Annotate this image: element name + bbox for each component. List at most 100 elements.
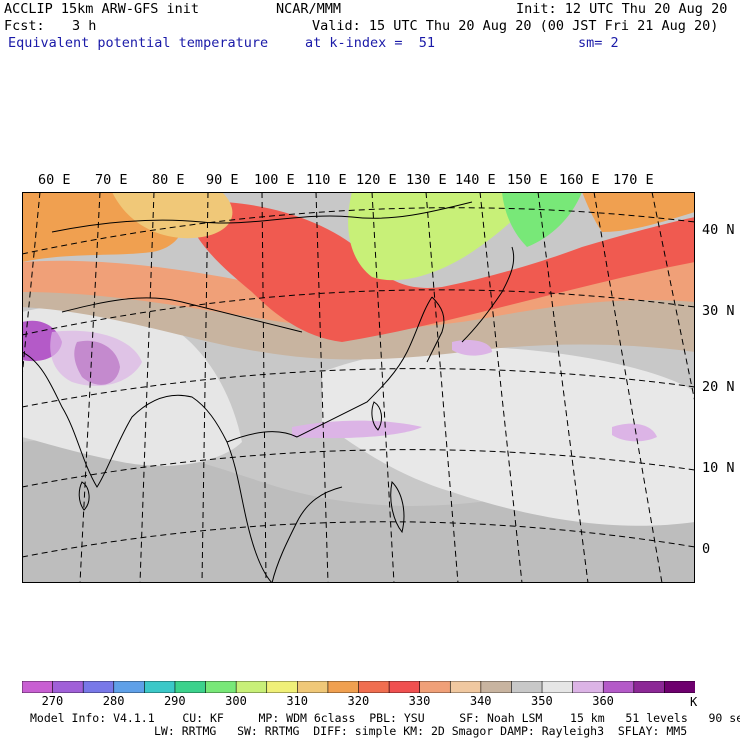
coastline-korea (426, 296, 445, 363)
meridian-150e (537, 192, 589, 583)
center-label: NCAR/MMM (276, 1, 342, 17)
border-north (51, 201, 473, 233)
region-lightgrey-pacific (322, 347, 695, 526)
region-grey-south (22, 439, 695, 583)
parallel-40n (22, 207, 695, 255)
colorbar-tick-label: 330 (408, 694, 431, 708)
colorbar-swatch (297, 681, 329, 693)
coastline-indochina (271, 486, 343, 583)
lon-label: 150 E (507, 172, 548, 188)
lon-label: 170 E (613, 172, 654, 188)
colorbar-tick-label: 290 (163, 694, 186, 708)
coastline-philippines (390, 480, 405, 534)
colorbar-swatch (388, 681, 421, 693)
lat-label: 10 N (702, 460, 735, 476)
meridian-60e (22, 192, 41, 383)
colorbar (22, 681, 695, 693)
equivalent-potential-temperature-map (22, 192, 695, 583)
colorbar-swatch (113, 681, 146, 693)
coastline-japan (461, 246, 515, 343)
lon-label: 110 E (306, 172, 347, 188)
colorbar-tick-label: 360 (592, 694, 614, 708)
region-yellowgreen-north (348, 192, 542, 281)
colorbar-swatch (174, 681, 207, 693)
border-himalaya (61, 297, 303, 333)
colorbar-swatch (327, 681, 360, 693)
colorbar-swatch (358, 681, 390, 693)
lon-label: 130 E (406, 172, 447, 188)
meridian-80e (139, 192, 155, 583)
colorbar-swatch (541, 681, 574, 693)
meridian-140e (479, 192, 523, 583)
region-red-band (182, 201, 695, 342)
meridian-120e (371, 192, 395, 583)
region-salmon-band (22, 260, 695, 329)
meridian-160e (593, 192, 663, 583)
forecast-label: Fcst: (4, 18, 45, 34)
colorbar-swatch (205, 681, 237, 693)
lat-label: 40 N (702, 222, 735, 238)
colorbar-swatch (419, 681, 452, 693)
parallel-30n (22, 289, 695, 336)
colorbar-swatch (52, 681, 84, 693)
parallel-0 (22, 521, 695, 558)
lon-label: 70 E (95, 172, 128, 188)
map-frame (22, 192, 695, 583)
coastline-taiwan (371, 401, 382, 431)
forecast-hour: 3 h (72, 18, 97, 34)
lat-label: 20 N (702, 379, 735, 395)
colorbar-tick-label: 350 (531, 694, 553, 708)
colorbar-tick-label: 270 (41, 694, 64, 708)
colorbar-swatch (664, 681, 695, 693)
colorbar-tick-label: 310 (286, 694, 308, 708)
colorbar-swatch (144, 681, 176, 693)
colorbar-swatch (633, 681, 666, 693)
region-green-north (502, 192, 582, 247)
region-yellow-orange-north (112, 192, 233, 239)
colorbar-tick-label: 280 (102, 694, 125, 708)
coastline-south-asia (22, 351, 273, 583)
colorbar-swatch (22, 681, 54, 693)
lat-label: 0 (702, 541, 711, 557)
colorbar-tick-label: 320 (347, 694, 370, 708)
meridian-100e (261, 192, 267, 583)
colorbar-tick-label: 340 (469, 694, 492, 708)
colorbar-swatch (572, 681, 605, 693)
coastlines (22, 201, 515, 583)
region-lightpurple-scs (292, 420, 422, 439)
lon-label: 120 E (356, 172, 397, 188)
colorbar-tick-label: 300 (225, 694, 247, 708)
colorbar-swatch (449, 681, 482, 693)
lon-label: 90 E (206, 172, 239, 188)
colorbar-swatch (602, 681, 635, 693)
meridian-130e (425, 192, 459, 583)
colorbar-swatch (511, 681, 543, 693)
field-name: Equivalent potential temperature (8, 35, 269, 51)
lon-label: 80 E (152, 172, 185, 188)
region-lightpurple-india (50, 330, 142, 386)
lon-label: 100 E (254, 172, 295, 188)
lon-label: 160 E (559, 172, 600, 188)
footer-model-info: Model Info: V4.1.1 CU: KF MP: WDM 6class… (30, 711, 740, 725)
valid-time: Valid: 15 UTC Thu 20 Aug 20 (00 JST Fri … (312, 18, 719, 34)
coastline-sri-lanka (78, 481, 90, 511)
meridian-110e (315, 192, 329, 583)
footer-physics-info: LW: RRTMG SW: RRTMG DIFF: simple KM: 2D … (154, 724, 688, 738)
lon-label: 140 E (455, 172, 496, 188)
colorbar-swatch (235, 681, 268, 693)
lat-label: 30 N (702, 303, 735, 319)
colorbar-swatch (480, 681, 513, 693)
colorbar-swatch (266, 681, 299, 693)
region-lightpurple-east (612, 423, 657, 442)
coastline-china (226, 296, 433, 443)
model-title: ACCLIP 15km ARW-GFS init (4, 1, 200, 17)
region-lightpurple-pacific (452, 340, 492, 356)
graticule (22, 192, 695, 583)
lon-label: 60 E (38, 172, 71, 188)
colorbar-unit: K (690, 695, 698, 709)
init-time: Init: 12 UTC Thu 20 Aug 20 (516, 1, 728, 17)
level-index: at k-index = 51 (305, 35, 436, 51)
meridian-70e (79, 192, 101, 583)
smoothing: sm= 2 (578, 35, 619, 51)
colorbar-swatch (82, 681, 115, 693)
